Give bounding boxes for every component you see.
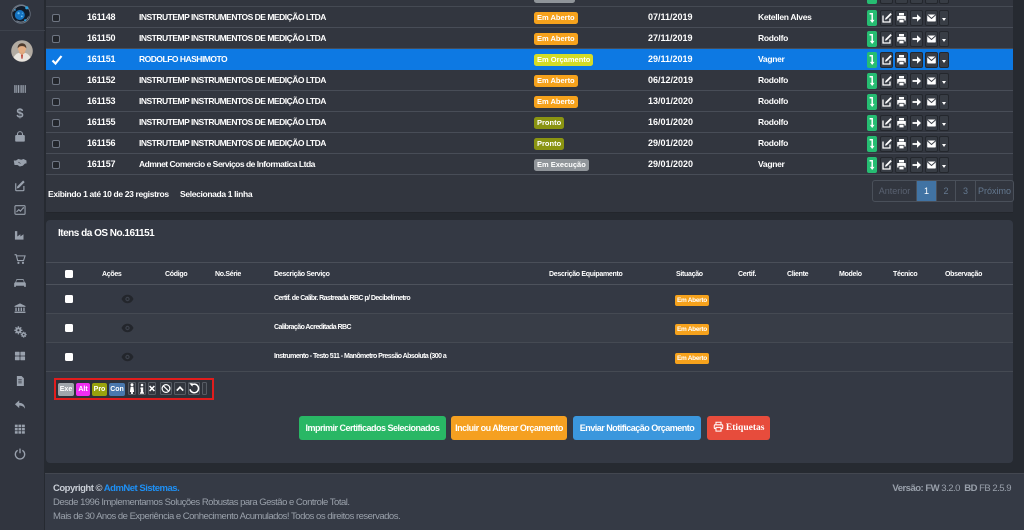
svg-text:$: $	[16, 106, 23, 120]
